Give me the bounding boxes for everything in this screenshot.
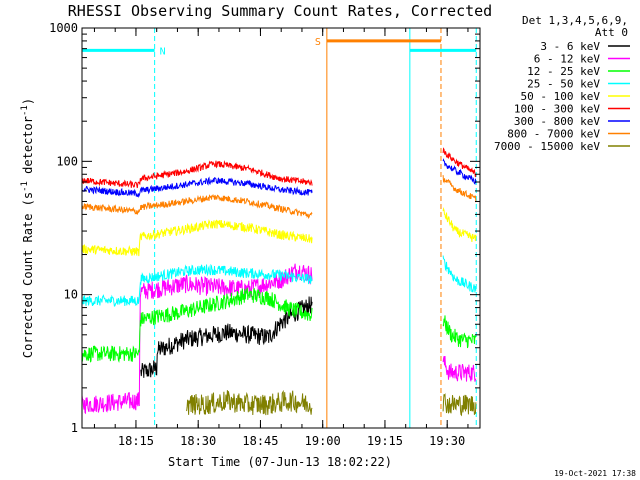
series-line bbox=[442, 175, 477, 203]
y-tick-label: 10 bbox=[64, 288, 78, 302]
series-line bbox=[81, 160, 313, 189]
series-line bbox=[442, 315, 477, 349]
legend-label: 12 - 25 keV bbox=[527, 65, 600, 78]
series-line bbox=[81, 193, 313, 220]
y-tick-label: 1000 bbox=[49, 21, 78, 35]
observing-bar-label: N bbox=[160, 46, 166, 57]
legend-label: 50 - 100 keV bbox=[521, 90, 601, 103]
series-line bbox=[442, 392, 477, 417]
series-line bbox=[442, 255, 477, 293]
x-tick-label: 18:45 bbox=[242, 434, 278, 448]
x-tick-label: 19:00 bbox=[305, 434, 341, 448]
axes: 18:15 18:30 18:45 19:00 19:15 19:30 1 10 100 1000 bbox=[49, 21, 480, 448]
x-tick-label: 18:30 bbox=[180, 434, 216, 448]
legend-label: 3 - 6 keV bbox=[540, 40, 600, 53]
series-line bbox=[186, 389, 313, 416]
legend-label: 25 - 50 keV bbox=[527, 78, 600, 91]
footer-date: 19-Oct-2021 17:38 bbox=[554, 469, 636, 478]
series-line bbox=[81, 263, 313, 307]
x-tick-label: 18:15 bbox=[118, 434, 154, 448]
x-tick-label: 19:15 bbox=[367, 434, 403, 448]
legend-label: 300 - 800 keV bbox=[514, 115, 600, 128]
legend-header: Att 0 bbox=[595, 26, 628, 39]
y-axis-label: Corrected Count Rate (s-1 detector-1) bbox=[20, 98, 35, 358]
series-line bbox=[81, 176, 313, 199]
x-tick-label: 19:30 bbox=[429, 434, 465, 448]
x-axis-label: Start Time (07-Jun-13 18:02:22) bbox=[168, 455, 392, 469]
series-line bbox=[81, 219, 313, 257]
data-series bbox=[81, 147, 477, 417]
series-line bbox=[442, 147, 477, 178]
series-line bbox=[442, 158, 477, 185]
series-line bbox=[140, 296, 313, 378]
legend-header: Det 1,3,4,5,6,9, bbox=[522, 14, 628, 27]
instrument-markers bbox=[81, 28, 477, 428]
series-line bbox=[81, 263, 313, 415]
observing-bars: NS bbox=[82, 37, 477, 57]
series-line bbox=[442, 355, 477, 382]
y-tick-label: 1 bbox=[71, 421, 78, 435]
legend-label: 800 - 7000 keV bbox=[507, 128, 600, 141]
legend-label: 7000 - 15000 keV bbox=[494, 140, 600, 153]
y-tick-label: 100 bbox=[56, 154, 78, 168]
legend-label: 6 - 12 keV bbox=[534, 53, 601, 66]
chart-title: RHESSI Observing Summary Count Rates, Co… bbox=[68, 2, 492, 20]
legend-label: 100 - 300 keV bbox=[514, 103, 600, 116]
series-line bbox=[81, 287, 313, 364]
observing-bar-label: S bbox=[315, 37, 321, 48]
series-line bbox=[442, 206, 477, 243]
